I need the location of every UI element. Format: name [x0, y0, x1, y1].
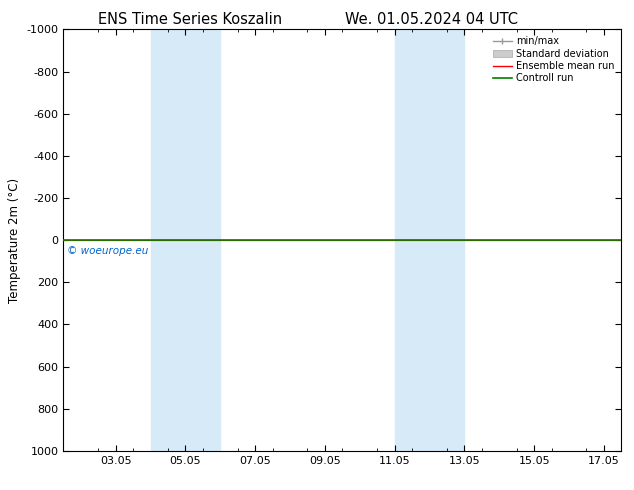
- Text: ENS Time Series Koszalin: ENS Time Series Koszalin: [98, 12, 282, 27]
- Text: We. 01.05.2024 04 UTC: We. 01.05.2024 04 UTC: [345, 12, 517, 27]
- Text: © woeurope.eu: © woeurope.eu: [67, 246, 148, 256]
- Y-axis label: Temperature 2m (°C): Temperature 2m (°C): [8, 177, 21, 303]
- Bar: [150, 29, 221, 451]
- Bar: [394, 29, 464, 451]
- Legend: min/max, Standard deviation, Ensemble mean run, Controll run: min/max, Standard deviation, Ensemble me…: [491, 34, 616, 85]
